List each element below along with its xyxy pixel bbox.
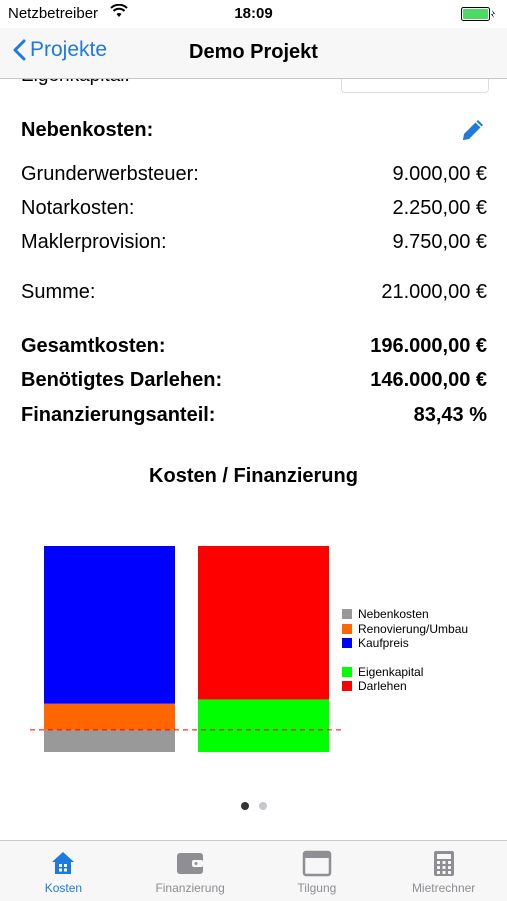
calculator-icon	[433, 851, 454, 876]
back-button[interactable]: Projekte	[12, 38, 107, 62]
tab-tilgung[interactable]: Tilgung	[254, 841, 381, 901]
scroll-content[interactable]: Eigenkapital: Nebenkosten: Grunderwerbst…	[0, 79, 507, 839]
cost-value: 9.750,00 €	[392, 231, 487, 253]
legend-label: Nebenkosten	[358, 607, 429, 622]
legend-swatch	[342, 638, 352, 649]
eigenkapital-field[interactable]	[341, 79, 489, 93]
legend-swatch	[342, 666, 352, 677]
nebenkosten-heading: Nebenkosten:	[21, 119, 487, 142]
cost-label: Notarkosten:	[21, 197, 135, 219]
legend-label: Kaufpreis	[358, 636, 409, 651]
total-value: 196.000,00 €	[370, 335, 487, 357]
home-icon	[52, 852, 75, 874]
legend-label: Eigenkapital	[358, 664, 424, 679]
wallet-icon	[177, 853, 204, 874]
bar-segment-kaufpreis	[44, 546, 175, 704]
cost-value: 2.250,00 €	[392, 197, 487, 219]
chevron-left-icon	[13, 39, 26, 61]
cost-row: Maklerprovision: 9.750,00 €	[21, 231, 487, 254]
tab-kosten[interactable]: Kosten	[0, 841, 127, 901]
total-value: 146.000,00 €	[370, 369, 487, 391]
tab-bar: Kosten Finanzierung Tilgung Mietrechner	[0, 840, 507, 901]
navigation-bar: Projekte Demo Projekt	[0, 28, 507, 79]
carrier-label: Netzbetreiber	[8, 5, 99, 22]
sum-row: Summe: 21.000,00 €	[21, 281, 487, 304]
sum-value: 21.000,00 €	[381, 281, 487, 303]
status-bar: Netzbetreiber 18:09	[0, 0, 507, 28]
tab-label: Finanzierung	[155, 881, 225, 895]
total-row: Finanzierungsanteil: 83,43 %	[21, 404, 487, 427]
legend-item: Nebenkosten	[342, 607, 468, 622]
legend-label: Renovierung/Umbau	[358, 621, 469, 636]
cost-label: Grunderwerbsteuer:	[21, 163, 199, 185]
legend-item: Renovierung/Umbau	[342, 622, 468, 637]
legend-swatch	[342, 681, 352, 692]
page-dot-active[interactable]	[240, 802, 249, 810]
cost-row: Grunderwerbsteuer: 9.000,00 €	[21, 163, 487, 186]
status-time: 18:09	[234, 5, 273, 22]
total-row: Benötigtes Darlehen: 146.000,00 €	[21, 369, 487, 392]
sum-label: Summe:	[21, 281, 96, 303]
total-row: Gesamtkosten: 196.000,00 €	[21, 335, 487, 358]
bar-segment-eigenkapital	[198, 699, 329, 752]
cost-value: 9.000,00 €	[392, 163, 487, 185]
bar-segment-darlehen	[198, 546, 329, 700]
legend-item: Eigenkapital	[342, 665, 468, 680]
legend-swatch	[342, 609, 352, 620]
tab-mietrechner[interactable]: Mietrechner	[380, 841, 507, 901]
wifi-icon	[110, 3, 128, 22]
total-value: 83,43 %	[413, 404, 487, 426]
page-title: Demo Projekt	[189, 41, 318, 63]
legend-swatch	[342, 623, 352, 634]
tab-label: Mietrechner	[411, 881, 476, 895]
edit-nebenkosten-button[interactable]	[459, 116, 487, 149]
calendar-icon	[302, 850, 332, 877]
chart-title: Kosten / Finanzierung	[149, 465, 358, 487]
bar-segment-nebenkosten	[44, 729, 175, 752]
battery-icon	[461, 7, 497, 21]
legend-label: Darlehen	[358, 679, 407, 694]
cost-financing-chart	[30, 546, 342, 752]
chart-legend: Nebenkosten Renovierung/Umbau Kaufpreis Eig…	[342, 607, 468, 694]
eigenkapital-label: Eigenkapital:	[21, 79, 130, 87]
pencil-icon	[463, 120, 483, 140]
cost-label: Maklerprovision:	[21, 231, 167, 253]
back-button-label: Projekte	[30, 38, 108, 61]
legend-item: Darlehen	[342, 679, 468, 694]
cost-row: Notarkosten: 2.250,00 €	[21, 197, 487, 220]
total-label: Finanzierungsanteil:	[21, 404, 216, 426]
tab-finanzierung[interactable]: Finanzierung	[127, 841, 254, 901]
tab-label: Kosten	[44, 881, 83, 895]
tab-label: Tilgung	[297, 881, 337, 895]
total-label: Gesamtkosten:	[21, 335, 166, 357]
bar-segment-renovierung-umbau	[44, 703, 175, 730]
total-label: Benötigtes Darlehen:	[21, 369, 223, 391]
legend-item: Kaufpreis	[342, 636, 468, 651]
nebenkosten-heading-label: Nebenkosten:	[21, 119, 154, 141]
page-dot[interactable]	[258, 802, 267, 810]
page-control[interactable]	[0, 802, 507, 810]
